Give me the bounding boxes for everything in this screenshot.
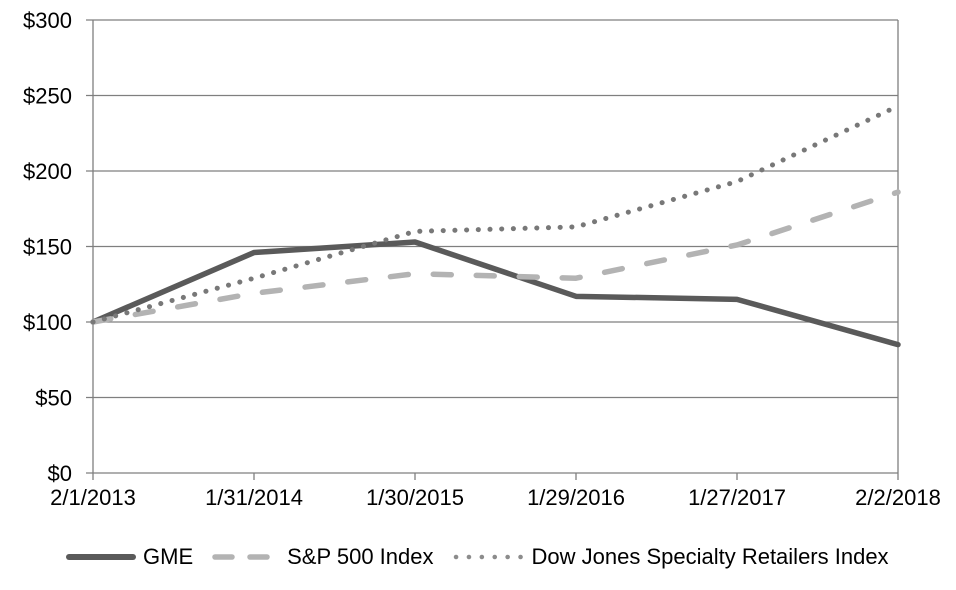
x-axis-tick-label: 2/1/2013 [50,485,136,510]
y-axis-tick-label: $100 [23,310,72,335]
x-axis-tick-label: 1/31/2014 [205,485,303,510]
legend-item-dj-specialty-retailers: Dow Jones Specialty Retailers Index [453,543,889,571]
gme-line-sample [66,554,136,560]
y-axis-tick-label: $250 [23,84,72,109]
series-line-dotted [90,103,901,325]
x-axis-tick-label: 1/29/2016 [527,485,625,510]
legend-label-dj-specialty-retailers: Dow Jones Specialty Retailers Index [531,544,889,569]
x-axis-tick-label: 2/2/2018 [855,485,941,510]
y-axis-tick-label: $300 [23,8,72,33]
series-line-solid [90,239,901,348]
legend: GME S&P 500 Index Dow Jones Specialty Re… [66,543,889,571]
legend-label-gme: GME [143,544,194,569]
x-axis-tick-label: 1/30/2015 [366,485,464,510]
y-axis-tick-label: $0 [48,461,72,486]
sp500-line-sample [212,554,281,560]
legend-item-gme: GME [66,543,193,571]
x-axis-tick-label: 1/27/2017 [688,485,786,510]
plot-area: $0 $50 $100 $150 $200 $250 $300 2/1/2013 1/31/20… [23,8,941,510]
y-axis-tick-label: $50 [35,386,72,411]
legend-label-sp500: S&P 500 Index [287,544,434,569]
dj-specialty-retailers-line-sample [453,554,525,560]
legend-item-sp500: S&P 500 Index [212,543,434,571]
series-line-dashed [90,189,901,325]
y-axis-tick-label: $200 [23,159,72,184]
y-axis-tick-label: $150 [23,235,72,260]
